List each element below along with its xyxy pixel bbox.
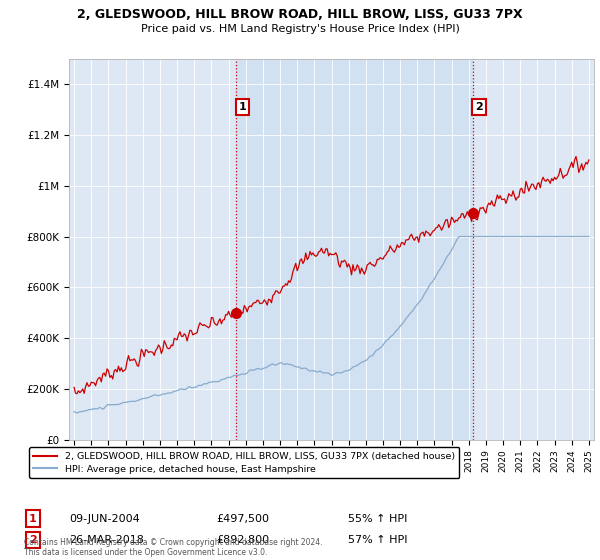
Legend: 2, GLEDSWOOD, HILL BROW ROAD, HILL BROW, LISS, GU33 7PX (detached house), HPI: A: 2, GLEDSWOOD, HILL BROW ROAD, HILL BROW,…: [29, 447, 460, 478]
Text: £892,800: £892,800: [216, 535, 269, 545]
Text: Price paid vs. HM Land Registry's House Price Index (HPI): Price paid vs. HM Land Registry's House …: [140, 24, 460, 34]
Text: 57% ↑ HPI: 57% ↑ HPI: [348, 535, 407, 545]
Text: 1: 1: [239, 102, 247, 112]
Text: 2, GLEDSWOOD, HILL BROW ROAD, HILL BROW, LISS, GU33 7PX: 2, GLEDSWOOD, HILL BROW ROAD, HILL BROW,…: [77, 8, 523, 21]
Bar: [236, 59, 473, 440]
Text: 1: 1: [29, 514, 37, 524]
Text: 2: 2: [29, 535, 37, 545]
Text: 26-MAR-2018: 26-MAR-2018: [69, 535, 144, 545]
Text: Contains HM Land Registry data © Crown copyright and database right 2024.
This d: Contains HM Land Registry data © Crown c…: [24, 538, 323, 557]
Text: £497,500: £497,500: [216, 514, 269, 524]
Text: 09-JUN-2004: 09-JUN-2004: [69, 514, 140, 524]
Text: 2: 2: [475, 102, 483, 112]
Text: 55% ↑ HPI: 55% ↑ HPI: [348, 514, 407, 524]
